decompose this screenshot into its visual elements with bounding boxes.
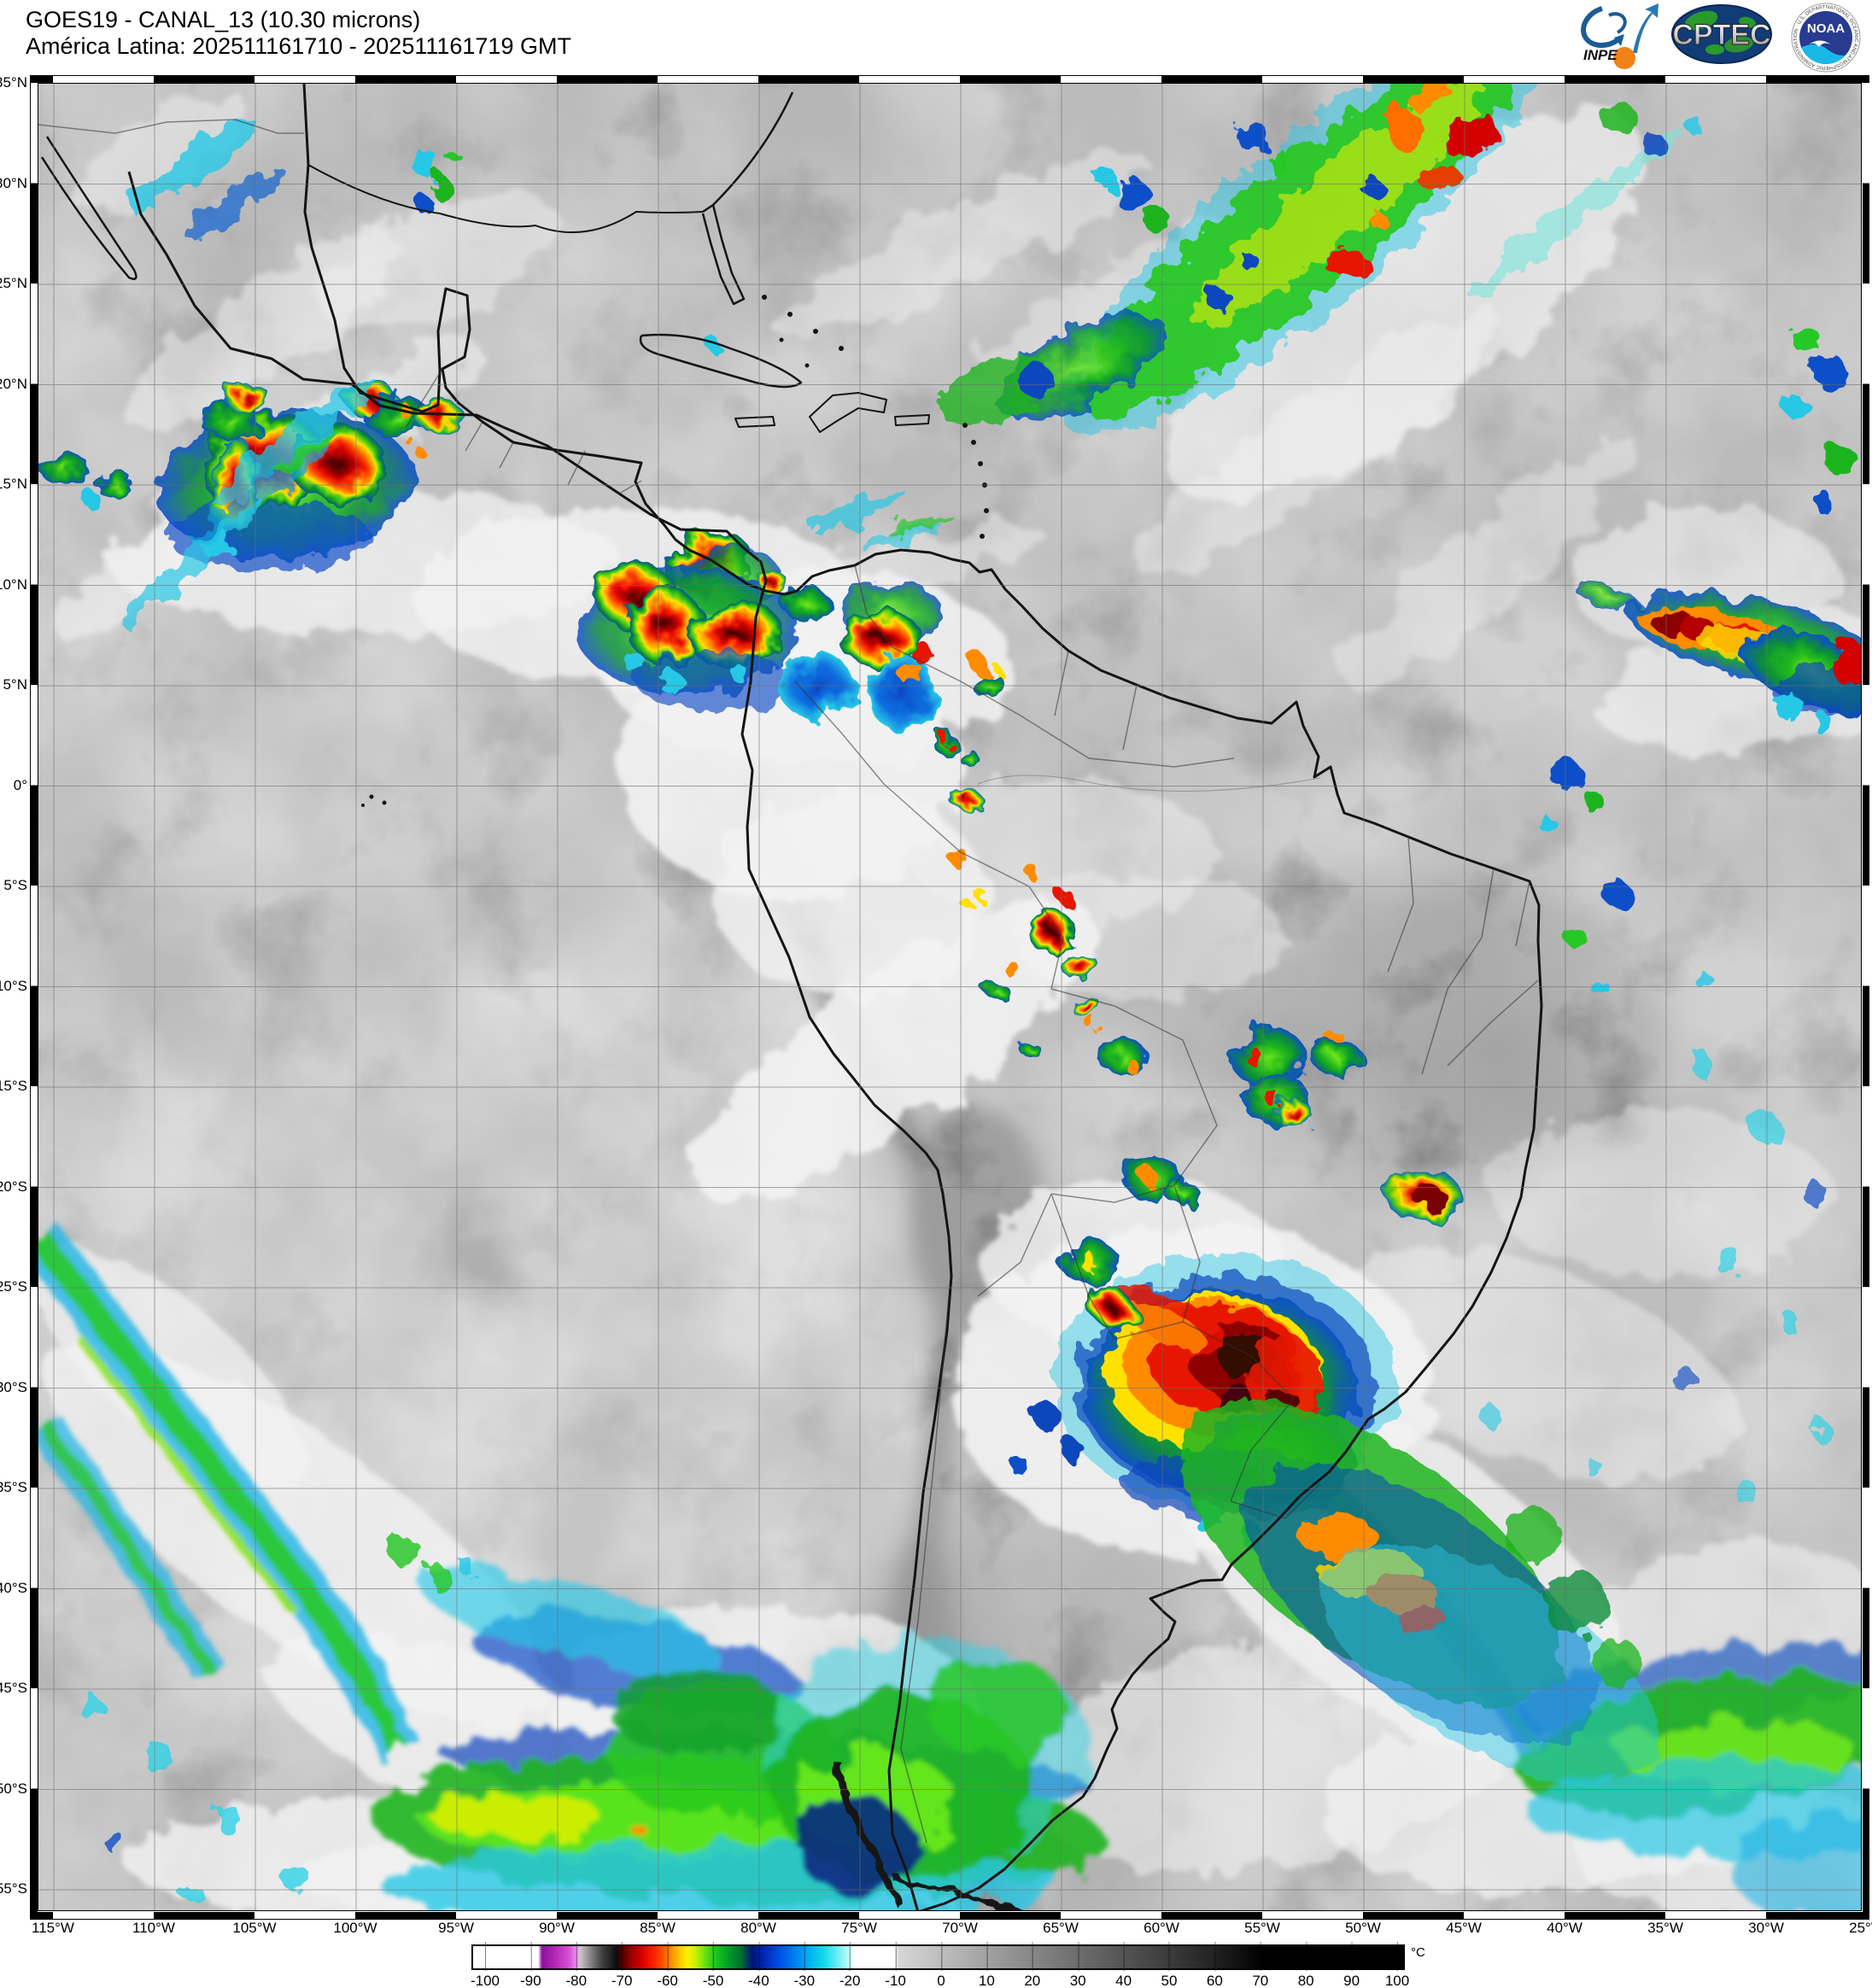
longitude-tick-label: 40°W <box>1547 1920 1582 1936</box>
inpe-arrows-icon <box>1581 3 1658 69</box>
latitude-tick-label: 55°S <box>0 1880 27 1897</box>
inpe-logo-text: INPE <box>1583 47 1618 63</box>
noaa-logo: NATIONAL OCEANIC AND ATMOSPHERIC ADMINIS… <box>1781 2 1861 73</box>
map-frame-left <box>31 76 38 1919</box>
latitude-tick-label: 35°S <box>0 1479 27 1495</box>
inpe-logo: INPE <box>1581 3 1658 69</box>
longitude-tick-label: 80°W <box>740 1920 776 1936</box>
cptec-globe-icon <box>1671 4 1772 64</box>
latitude-tick-label: 10°S <box>0 977 27 994</box>
temperature-colorbar <box>471 1944 1405 1970</box>
cptec-logo-text: CPTEC <box>1672 19 1770 51</box>
longitude-tick-label: 90°W <box>539 1920 575 1936</box>
longitude-tick-label: 110°W <box>132 1920 175 1936</box>
longitude-tick-label: 60°W <box>1144 1920 1179 1936</box>
latitude-tick-label: 5°S <box>3 877 27 893</box>
longitude-tick-label: 30°W <box>1748 1920 1784 1936</box>
latitude-tick-label: 30°S <box>0 1378 27 1395</box>
longitude-tick-label: 95°W <box>438 1920 474 1936</box>
south-america-convection <box>778 583 1460 1283</box>
latitude-tick-label: 40°S <box>0 1579 27 1596</box>
latitude-tick-label: 50°S <box>0 1780 27 1797</box>
satellite-image <box>38 84 1861 1910</box>
longitude-tick-label: 55°W <box>1244 1920 1280 1936</box>
latitude-tick-label: 10°N <box>0 576 27 593</box>
latitude-tick-label: 15°S <box>0 1078 27 1094</box>
noaa-emblem-icon <box>1799 11 1852 64</box>
latitude-axis: 35°N 30°N 25°N 20°N 15°N 10°N 5°N 0° 5°S 10°S 15°S… <box>0 0 29 1988</box>
noaa-logo-text: NOAA <box>1807 21 1845 36</box>
map-frame-top <box>31 76 1869 83</box>
atlantic-band <box>938 84 1704 436</box>
latitude-tick-label: 35°N <box>0 74 27 91</box>
latitude-tick-label: 25°N <box>0 275 27 291</box>
scattered-cells <box>78 119 1856 1904</box>
longitude-tick-label: 65°W <box>1043 1920 1079 1936</box>
colorbar-unit-label: °C <box>1411 1945 1425 1960</box>
small-islands <box>361 295 989 807</box>
east-atlantic-itcz <box>1573 582 1861 734</box>
longitude-tick-label: 115°W <box>32 1920 74 1936</box>
latitude-tick-label: 5°N <box>3 676 27 693</box>
longitude-tick-label: 105°W <box>232 1920 277 1936</box>
longitude-tick-label: 70°W <box>942 1920 978 1936</box>
inpe-orange-dot-icon <box>1613 47 1635 69</box>
latitude-tick-label: 20°N <box>0 375 27 392</box>
coastlines <box>40 84 1543 1910</box>
longitude-tick-label: 85°W <box>640 1920 676 1936</box>
latlon-grid <box>38 84 1861 1910</box>
map-frame-bottom <box>31 1912 1869 1919</box>
latitude-tick-label: 25°S <box>0 1278 27 1295</box>
longitude-tick-label: 35°W <box>1647 1920 1683 1936</box>
longitude-tick-label: 75°W <box>841 1920 877 1936</box>
latitude-tick-label: 45°S <box>0 1680 27 1696</box>
longitude-tick-label: 100°W <box>333 1920 377 1936</box>
longitude-tick-label: 25°W <box>1849 1920 1872 1936</box>
storm-se-band <box>1179 1400 1658 1783</box>
product-title: GOES19 - CANAL_13 (10.30 microns) <box>26 7 421 32</box>
latitude-tick-label: 15°N <box>0 476 27 492</box>
map-frame-right <box>1863 76 1869 1919</box>
longitude-tick-label: 50°W <box>1345 1920 1381 1936</box>
product-subtitle: América Latina: 202511161710 - 202511161… <box>26 33 571 59</box>
cptec-logo: CPTEC <box>1671 4 1772 64</box>
latitude-tick-label: 30°N <box>0 174 27 191</box>
southern-front-left <box>38 1222 419 1758</box>
latitude-tick-label: 20°S <box>0 1178 27 1195</box>
satellite-map <box>38 83 1862 1911</box>
longitude-tick-label: 45°W <box>1446 1920 1482 1936</box>
latitude-tick-label: 0° <box>13 776 27 793</box>
